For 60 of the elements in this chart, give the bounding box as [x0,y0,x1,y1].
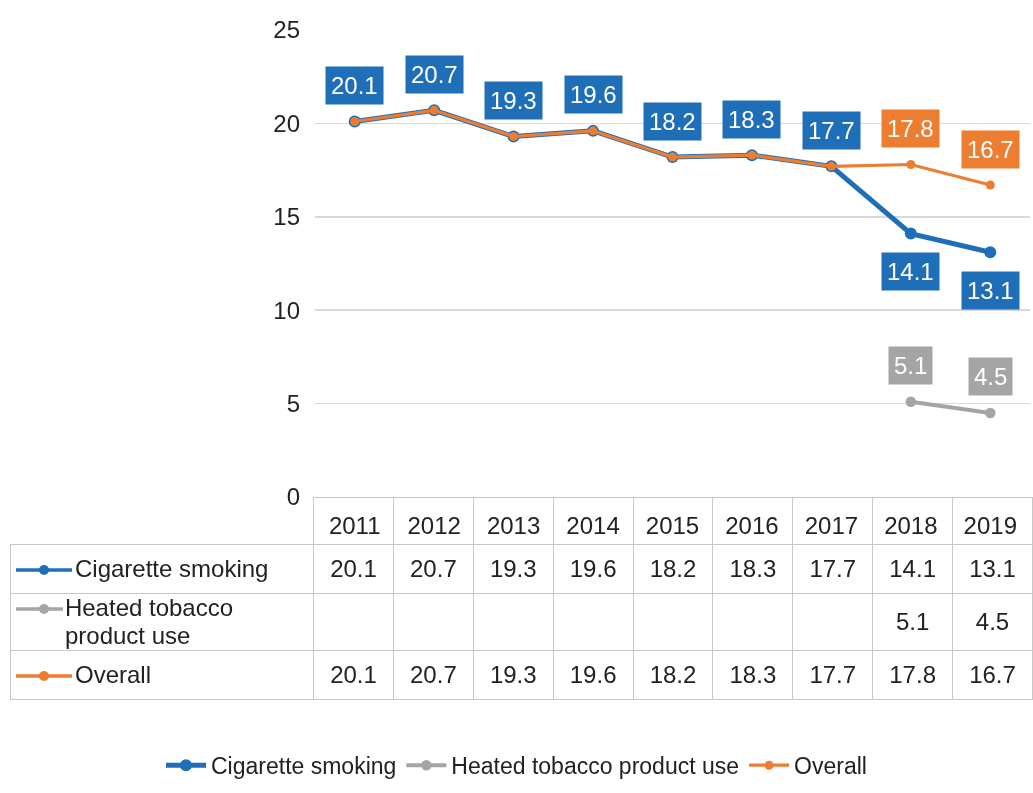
annotation: 17.8 [887,115,934,142]
annotation: 14.1 [887,258,934,285]
data-label: 18.2 [633,544,713,594]
point [985,407,996,419]
annotation: 20.7 [411,61,458,88]
x-tick-label: 2012 [407,512,461,539]
data-label: 19.3 [473,650,554,700]
y-tick-label: 25 [273,16,300,44]
x-tick-label: 2015 [645,512,700,539]
annotation: 18.3 [728,106,775,133]
data-label: 5.1 [872,593,953,651]
legend-label: Cigarette smoking [75,555,269,583]
annotation: 13.1 [967,277,1014,304]
x-tick-label: 2011 [328,512,381,539]
x-tick-label: 2016 [725,512,779,539]
annotation: 20.1 [331,72,378,99]
data-label: 18.3 [712,544,793,594]
data-label: 13.1 [952,544,1033,594]
x-tick-label: 2017 [804,512,859,539]
point [985,180,995,190]
x-tick-label: 2018 [884,512,938,539]
point [905,396,917,407]
data-label: 20.7 [393,544,474,594]
annotation: 18.2 [649,108,696,135]
point [904,227,917,240]
text: Cigarette smoking [211,753,397,780]
y-tick-label: 15 [273,203,300,231]
x-tick-label: 2019 [963,512,1017,539]
data-label: 18.3 [712,650,793,700]
data-label: 17.7 [792,544,873,594]
point [984,246,997,259]
x-tick-label: 2014 [566,512,620,539]
y-tick-label: 10 [273,296,300,324]
data-label: 19.6 [553,544,634,594]
data-label: 16.7 [952,650,1033,700]
data-label: 14.1 [872,544,953,594]
annotation: 16.7 [967,136,1014,163]
legend-label: Overall [75,661,152,689]
legend-label: Heated tobacco product use [451,753,740,780]
data-label: 17.7 [792,650,873,700]
annotation: 4.5 [974,363,1008,390]
y-tick-label: 20 [273,109,300,137]
data-label: 20.1 [313,650,394,700]
annotation: 19.6 [570,81,617,108]
data-label: 20.7 [393,650,474,700]
data-label: 17.8 [872,650,953,700]
text: Heated tobacco product use [64,594,234,649]
data-label: 19.6 [553,650,634,700]
annotation: 17.7 [808,117,855,144]
point [906,160,916,169]
data-label: 18.2 [633,650,713,700]
x-tick-label: 2013 [486,512,541,539]
y-tick-label: 5 [286,390,300,417]
text: Overall [794,753,867,780]
annotation: 19.3 [490,87,537,114]
data-label: 19.3 [473,544,554,594]
data-label: 4.5 [952,593,1033,651]
annotation: 5.1 [894,352,928,379]
data-label: 20.1 [313,544,394,594]
y-tick-label: 0 [286,483,300,511]
